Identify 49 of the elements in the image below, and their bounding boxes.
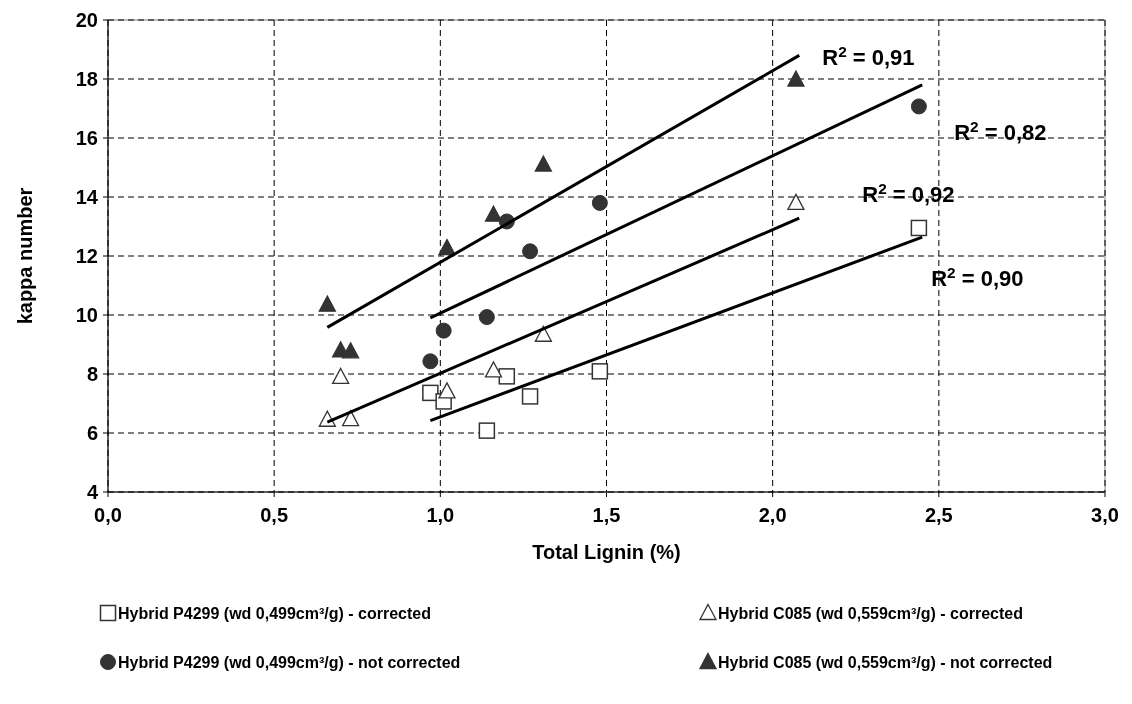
x-tick-label: 0,0	[94, 504, 122, 526]
point	[498, 368, 516, 385]
legend-label: Hybrid P4299 (wd 0,499cm³/g) - not corrected	[118, 653, 461, 671]
annotation: R$^{2}$ = 0,91	[822, 42, 915, 71]
y-axis-title: kappa number	[14, 187, 36, 325]
legend-label: Hybrid C085 (wd 0,559cm³/g) - not corrected	[718, 653, 1053, 671]
point	[787, 193, 805, 211]
point	[910, 98, 927, 115]
point	[331, 367, 350, 385]
y-tick-label: 16	[75, 127, 98, 149]
x-tick-label: 0,5	[260, 504, 289, 526]
x-tick-label: 2,5	[924, 504, 953, 526]
y-tick-label: 8	[86, 363, 98, 385]
point	[478, 422, 496, 439]
point	[522, 243, 539, 260]
x-tick-label: 1,0	[426, 504, 455, 526]
x-tick-label: 3,0	[1091, 504, 1119, 526]
point	[318, 295, 336, 312]
point	[438, 382, 456, 399]
x-tick-label: 2,0	[758, 504, 787, 526]
y-tick-label: 12	[75, 245, 98, 267]
point	[484, 205, 503, 222]
y-tick-label: 18	[75, 68, 98, 90]
point	[534, 155, 553, 172]
point	[787, 70, 805, 87]
annotation: R$^{2}$ = 0,82	[954, 117, 1047, 145]
point	[534, 325, 553, 342]
legend-label: Hybrid C085 (wd 0,559cm³/g) - corrected	[718, 604, 1023, 622]
point	[438, 238, 456, 256]
point	[422, 353, 439, 370]
y-tick-label: 10	[75, 304, 98, 326]
point	[478, 309, 495, 326]
x-tick-label: 1,5	[592, 504, 621, 526]
point	[341, 409, 360, 427]
point	[435, 322, 452, 339]
point	[591, 363, 609, 380]
y-tick-label: 20	[75, 9, 98, 31]
y-tick-label: 14	[75, 186, 99, 208]
x-axis-title: Total Lignin (%)	[532, 541, 681, 563]
annotation: R$^{2}$ = 0,90	[931, 263, 1024, 291]
annotation: R$^{2}$ = 0,92	[862, 179, 955, 207]
y-tick-label: 4	[86, 481, 99, 503]
legend-label: Hybrid P4299 (wd 0,499cm³/g) - corrected	[118, 604, 431, 622]
y-tick-label: 6	[86, 422, 98, 444]
point	[521, 388, 539, 405]
point	[591, 194, 608, 211]
point	[910, 219, 928, 237]
point	[484, 361, 503, 378]
point	[341, 342, 360, 359]
